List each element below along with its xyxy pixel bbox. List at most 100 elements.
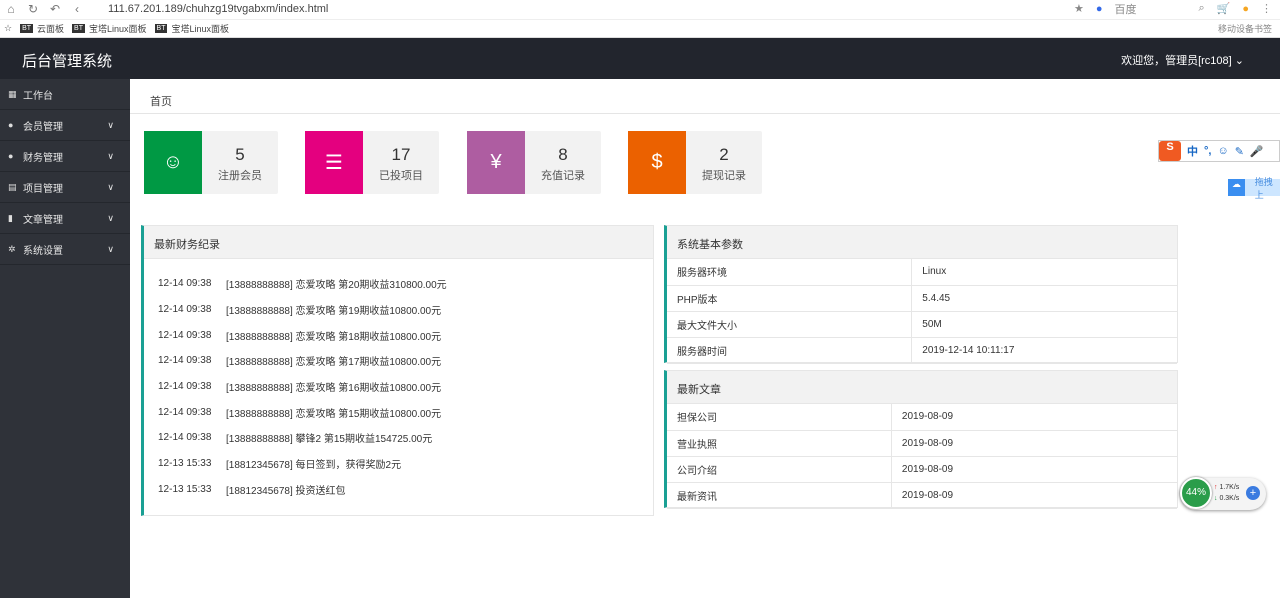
- table-row: 服务器环境 Linux: [667, 259, 1177, 286]
- app-title: 后台管理系统: [22, 53, 113, 70]
- baidu-upload-widget[interactable]: ☁ 拖拽上: [1228, 177, 1280, 200]
- row-label[interactable]: 担保公司: [667, 404, 892, 431]
- chevron-down-icon: ∨: [107, 243, 114, 254]
- file-icon: ▮: [8, 212, 13, 223]
- baidu-icon[interactable]: ●: [1095, 2, 1103, 15]
- articles-panel: 最新文章 担保公司 2019-08-09 营业执照 2019-08-09 公司介绍 201…: [664, 370, 1178, 509]
- row-label[interactable]: 营业执照: [667, 430, 892, 457]
- punctuation-icon[interactable]: °,: [1204, 145, 1212, 157]
- record-time: 12-14 09:38: [158, 381, 212, 393]
- row-label: 最大文件大小: [667, 311, 912, 338]
- plus-icon[interactable]: +: [1246, 486, 1260, 500]
- row-value: 2019-08-09: [890, 430, 1177, 457]
- undo-icon[interactable]: ↶: [49, 1, 61, 16]
- table-row: 营业执照 2019-08-09: [667, 430, 1177, 457]
- record-time: 12-14 09:38: [158, 406, 212, 418]
- record-time: 12-14 09:38: [158, 304, 212, 316]
- finance-row: 12-14 09:38 [13888888888] 恋爱攻略 第16期收益1080…: [158, 374, 653, 400]
- chevron-down-icon: ∨: [107, 212, 114, 223]
- sidebar-item-label: 文章管理: [23, 214, 63, 226]
- sidebar-item-settings[interactable]: ✲ 系统设置 ∨: [0, 234, 130, 265]
- sidebar-item-label: 工作台: [23, 90, 53, 102]
- record-time: 12-14 09:38: [158, 432, 212, 444]
- row-label: 服务器环境: [667, 259, 912, 286]
- menu-icon[interactable]: ⋮: [1261, 3, 1272, 15]
- upload-speed: 1.7K/s: [1219, 484, 1240, 491]
- table-row: 公司介绍 2019-08-09: [667, 456, 1177, 483]
- arrow-down-icon: ↓: [1214, 495, 1218, 502]
- chevron-down-icon: ∨: [107, 181, 114, 192]
- search-engine[interactable]: 百度: [1114, 3, 1137, 16]
- bookmark-star-icon[interactable]: ☆: [4, 22, 13, 33]
- bookmark[interactable]: 宝塔Linux面板: [171, 23, 230, 34]
- ime-mode[interactable]: 中: [1187, 146, 1198, 158]
- cart-icon[interactable]: 🛒: [1216, 3, 1231, 15]
- user-menu[interactable]: 欢迎您，管理员[rc108] ⌄: [1121, 52, 1244, 68]
- stat-card-members[interactable]: ☺ 5 注册会员: [144, 131, 278, 194]
- star-icon[interactable]: ★: [1073, 3, 1084, 15]
- sidebar-item-finance[interactable]: ● 财务管理 ∨: [0, 141, 130, 172]
- cloud-icon: ☁: [1228, 179, 1245, 196]
- arrow-up-icon: ↑: [1214, 484, 1218, 491]
- top-header: 后台管理系统 欢迎您，管理员[rc108] ⌄: [0, 38, 1280, 79]
- sidebar-item-articles[interactable]: ▮ 文章管理 ∨: [0, 203, 130, 234]
- record-time: 12-14 09:38: [158, 329, 212, 341]
- panel-title: 最新财务纪录: [144, 226, 653, 259]
- chevron-down-icon: ∨: [107, 150, 114, 161]
- pen-icon[interactable]: ✎: [1234, 145, 1244, 158]
- cloud-icon[interactable]: ●: [1242, 2, 1249, 15]
- back-icon[interactable]: ‹: [75, 1, 79, 16]
- stat-value: 17: [391, 145, 411, 164]
- chevron-down-icon: ⌄: [1231, 55, 1244, 67]
- sidebar-item-members[interactable]: ● 会员管理 ∨: [0, 110, 130, 141]
- emoji-icon[interactable]: ☺: [1217, 145, 1229, 157]
- record-text: [13888888888] 攀锋2 第15期收益154725.00元: [226, 434, 433, 446]
- user-icon: ●: [8, 120, 14, 130]
- bookmark[interactable]: 云面板: [37, 23, 65, 34]
- record-time: 12-13 15:33: [158, 458, 212, 470]
- dashboard-icon: ▦: [8, 88, 17, 99]
- row-label[interactable]: 最新资讯: [667, 482, 892, 509]
- record-text: [13888888888] 恋爱攻略 第20期收益310800.00元: [226, 280, 447, 292]
- table-row: PHP版本 5.4.45: [667, 285, 1177, 312]
- bookmark[interactable]: 宝塔Linux面板: [89, 23, 147, 34]
- row-label[interactable]: 公司介绍: [667, 456, 892, 483]
- finance-row: 12-14 09:38 [13888888888] 恋爱攻略 第20期收益3108…: [158, 271, 653, 297]
- table-row: 服务器时间 2019-12-14 10:11:17: [667, 337, 1177, 364]
- row-label: 服务器时间: [667, 337, 912, 364]
- breadcrumb[interactable]: 首页: [130, 79, 1280, 114]
- sidebar-item-dashboard[interactable]: ▦ 工作台: [0, 79, 130, 110]
- search-icon[interactable]: ⌕: [1198, 2, 1205, 14]
- mobile-bookmarks[interactable]: 移动设备书签: [1217, 23, 1272, 34]
- stat-card-projects[interactable]: ☰ 17 已投项目: [305, 131, 439, 194]
- reload-icon[interactable]: ↻: [27, 1, 39, 16]
- mic-icon[interactable]: 🎤: [1249, 145, 1264, 158]
- yuan-icon: ¥: [467, 131, 525, 194]
- sidebar-item-label: 会员管理: [23, 121, 63, 133]
- finance-panel: 最新财务纪录 12-14 09:38 [13888888888] 恋爱攻略 第20…: [141, 225, 654, 516]
- record-text: [13888888888] 恋爱攻略 第15期收益10800.00元: [226, 408, 442, 420]
- upload-label: 拖拽上: [1254, 176, 1273, 200]
- list-icon: ▤: [8, 181, 17, 192]
- address-bar[interactable]: 111.67.201.189/chuhzg19tvgabxm/index.htm…: [108, 2, 329, 15]
- record-time: 12-13 15:33: [158, 483, 212, 495]
- record-text: [18812345678] 每日签到，获得奖励2元: [226, 460, 402, 472]
- network-speed-widget[interactable]: 44% ↑ 1.7K/s ↓ 0.3K/s +: [1180, 477, 1266, 510]
- speed-percent: 44%: [1180, 477, 1212, 509]
- table-row: 最新资讯 2019-08-09: [667, 482, 1177, 509]
- chevron-down-icon: ∨: [107, 119, 114, 130]
- stat-value: 2: [719, 145, 729, 164]
- row-label: PHP版本: [667, 285, 912, 312]
- finance-row: 12-14 09:38 [13888888888] 攀锋2 第15期收益15472…: [158, 425, 653, 451]
- bt-icon: BT: [154, 23, 168, 33]
- stat-card-withdraw[interactable]: $2 提现记录: [628, 131, 762, 194]
- money-icon: ●: [8, 151, 14, 161]
- sidebar-item-projects[interactable]: ▤ 项目管理 ∨: [0, 172, 130, 203]
- user-icon: ☺: [144, 131, 202, 194]
- finance-row: 12-13 15:33 [18812345678] 投资送红包: [158, 477, 653, 503]
- ime-toolbar[interactable]: S 中 °, ☺ ✎ 🎤: [1158, 140, 1280, 162]
- stat-card-recharge[interactable]: ¥8 充值记录: [467, 131, 601, 194]
- browser-chrome: ⌂ ↻ ↶ ‹ 111.67.201.189/chuhzg19tvgabxm/i…: [0, 0, 1280, 38]
- row-value: 2019-12-14 10:11:17: [911, 337, 1177, 364]
- home-icon[interactable]: ⌂: [7, 1, 15, 16]
